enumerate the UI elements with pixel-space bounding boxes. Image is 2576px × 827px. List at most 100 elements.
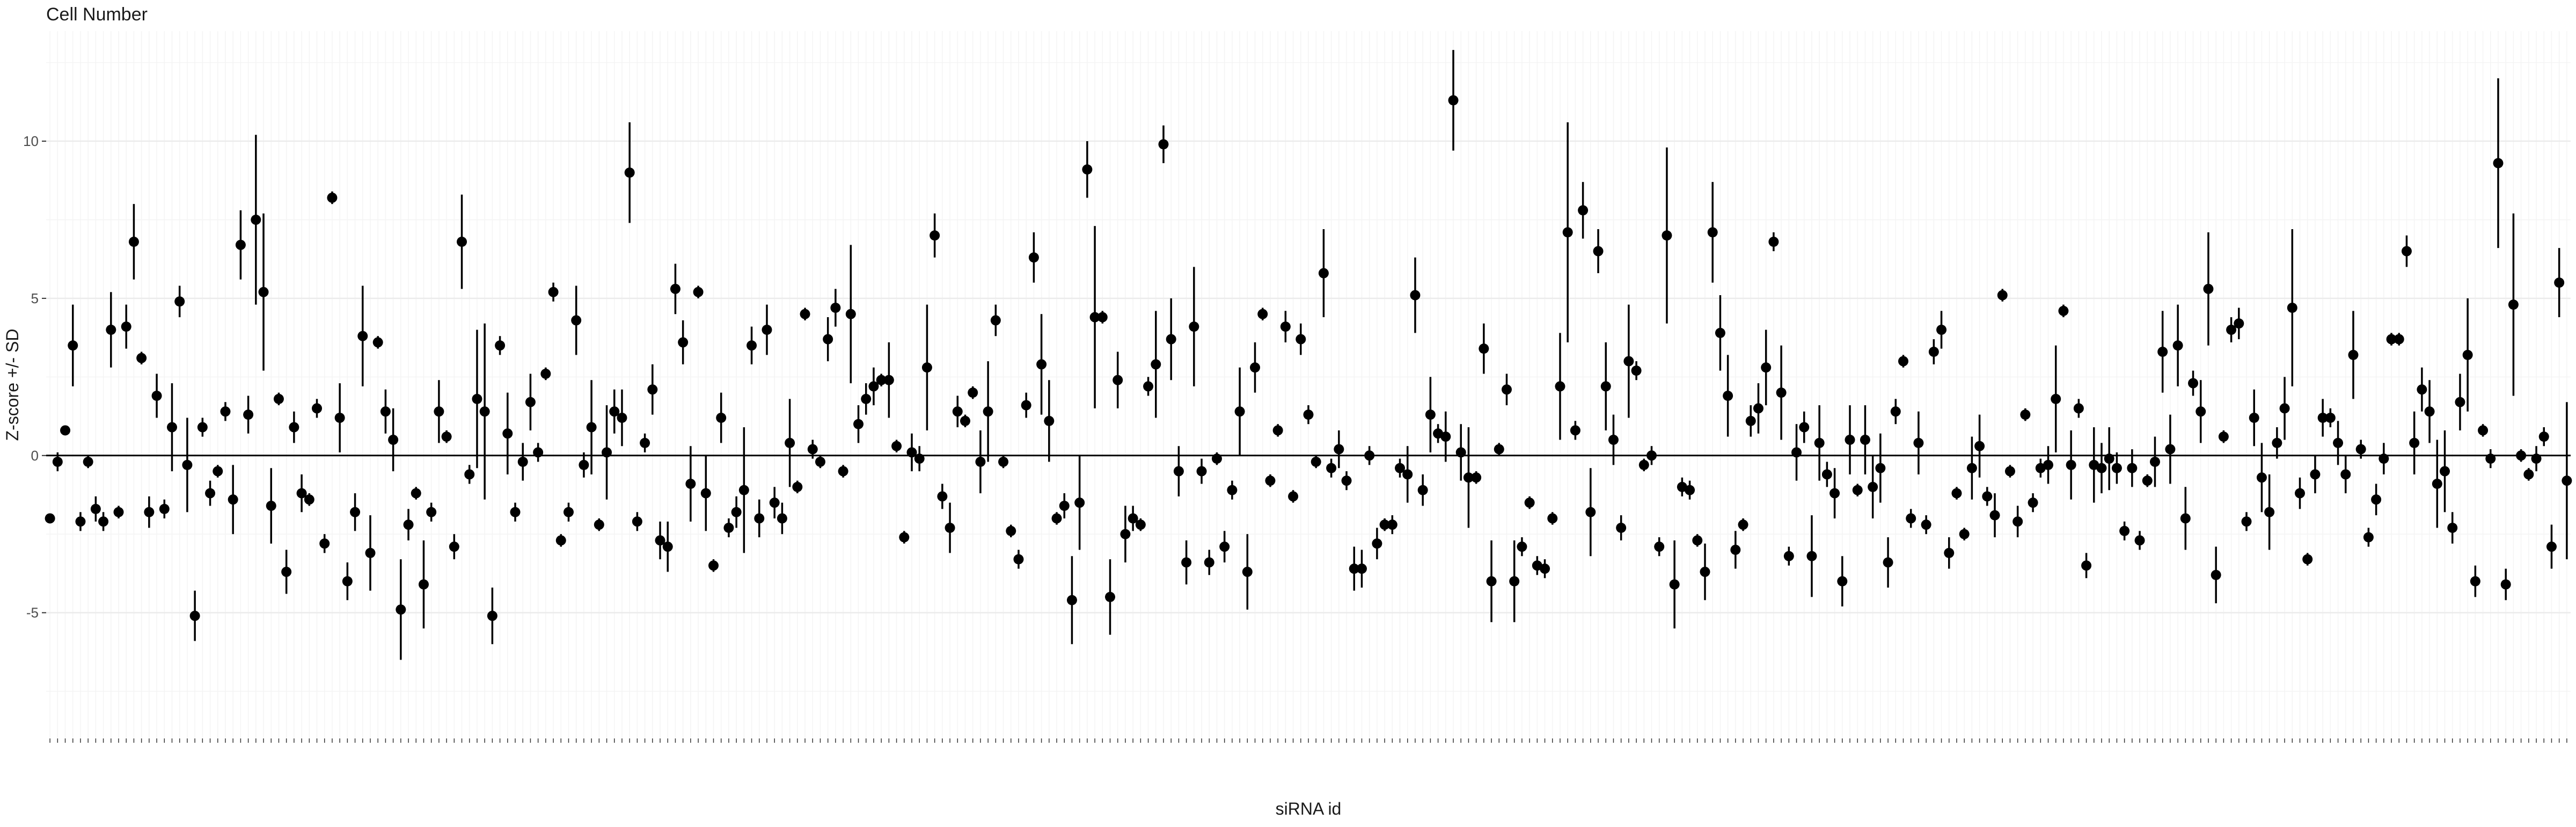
data-point [2234,318,2244,329]
data-point [2325,413,2336,423]
data-point [1821,469,1832,480]
data-point [853,419,864,429]
data-point [785,437,795,448]
data-point [411,488,421,499]
data-point [372,337,383,348]
data-point [1387,519,1397,530]
data-point [533,447,544,458]
data-point [1783,551,1794,561]
data-point [1738,519,1748,530]
data-point [1364,450,1375,461]
data-point [2485,453,2496,464]
data-point [1189,321,1199,332]
data-point [1051,513,1062,524]
data-point [670,283,680,294]
data-point [594,519,604,530]
data-point [2538,431,2549,442]
data-point [1417,485,1428,495]
data-point [952,406,963,417]
data-point [1036,359,1047,370]
data-point [213,466,223,477]
data-point [1089,312,1100,323]
data-point [2379,453,2389,464]
data-point [525,397,536,407]
data-point [548,287,559,297]
data-point [1593,246,1604,257]
data-point [792,481,803,492]
data-point [876,375,887,385]
data-point [1540,563,1550,574]
data-point [1501,384,1512,395]
data-point [228,494,238,505]
data-point [1372,538,1382,549]
data-point [151,391,162,401]
data-point [1715,327,1725,338]
data-point [1638,459,1649,470]
data-point [1143,381,1154,392]
data-point [1997,290,2008,301]
data-point [1875,463,1886,473]
data-point [624,167,635,178]
data-point [1959,529,1970,539]
data-point [1631,365,1642,376]
data-point [319,538,330,549]
data-point [1578,205,1589,216]
grid-minor [46,31,2571,738]
data-point [2272,437,2282,448]
data-point [868,381,879,392]
data-point [1829,488,1840,499]
data-point [289,422,299,433]
data-point [1585,507,1596,517]
data-point [1814,437,1825,448]
data-point [2211,569,2221,580]
data-point [2447,523,2458,533]
data-point [2348,349,2359,360]
data-point [2020,409,2031,420]
data-point [632,516,642,527]
data-point [2279,403,2290,414]
data-point [2264,507,2275,517]
data-point [1128,513,1138,524]
data-point [380,406,391,417]
data-point [1890,406,1901,417]
x-axis-ticks [49,738,2567,743]
data-point [1242,567,1253,577]
data-point [1250,362,1261,373]
data-point [1013,554,1024,565]
data-point [1845,435,1855,445]
data-point [2089,459,2099,470]
data-point [1494,444,1504,455]
data-point [2157,346,2168,357]
data-point [342,576,353,587]
data-point [1471,472,1482,483]
data-point [83,457,93,467]
data-points [45,95,2572,621]
data-point [2302,554,2313,565]
data-point [762,324,772,335]
data-point [464,469,475,480]
data-point [1974,441,1985,451]
data-point [2111,463,2122,473]
data-point [273,393,284,404]
data-point [2188,378,2199,389]
data-point [899,532,910,543]
data-point [1860,435,1870,445]
data-point [1700,567,1710,577]
data-point [2012,516,2023,527]
data-point [334,413,345,423]
data-point [777,513,787,524]
data-point [1181,557,1192,568]
data-point [1692,535,1703,546]
data-point [1326,463,1337,473]
data-point [1723,391,1733,401]
data-point [2073,403,2084,414]
data-point [68,340,78,351]
data-point [1685,485,1695,495]
data-point [1402,469,1413,480]
data-point [540,368,551,379]
data-point [197,422,208,433]
data-point [1219,541,1230,552]
data-point [2371,494,2382,505]
data-point [1562,227,1573,238]
data-point [2562,475,2572,486]
